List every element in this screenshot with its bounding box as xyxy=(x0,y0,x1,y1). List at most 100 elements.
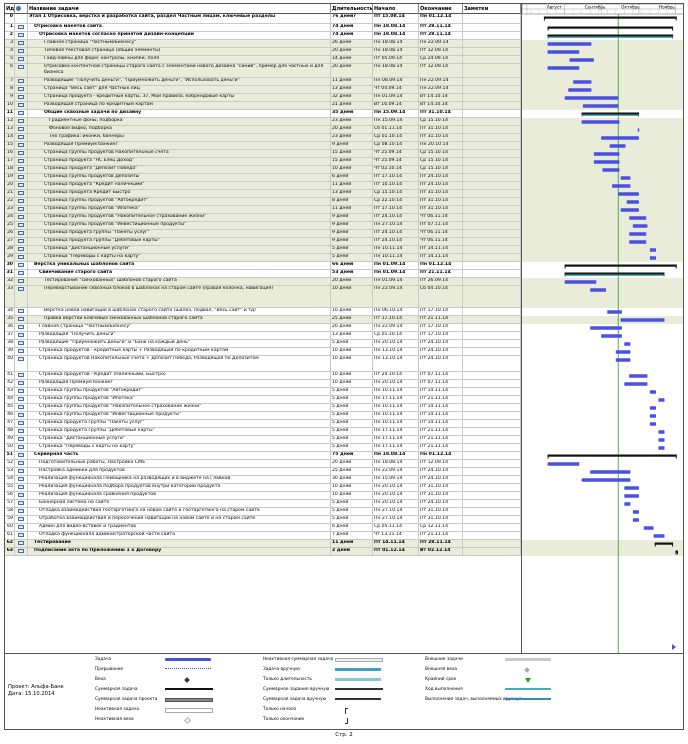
task-duration: 74 дней xyxy=(331,32,373,39)
table-row[interactable]: 45 Страница группы продуктов "Накопительн… xyxy=(5,404,521,412)
table-row[interactable]: 35 Правка верстки ключевых синхованных ша… xyxy=(5,316,521,324)
col-id[interactable]: Ид xyxy=(6,4,15,14)
col-indicator[interactable] xyxy=(15,4,28,14)
table-row[interactable]: 53 Настройка админки для продуктов 25 дней… xyxy=(5,468,521,476)
task-name: Перевёрстывание сквозных блоков в шаблон… xyxy=(28,286,331,307)
table-row[interactable]: 41 Страница продуктов - Кредит (Наличными… xyxy=(5,372,521,380)
table-row[interactable]: 36 Главная страница "Частным/Бизнесу" 20 д… xyxy=(5,324,521,332)
task-bar xyxy=(626,200,639,204)
table-row[interactable]: 16 Страница группы продуктов Накопительны… xyxy=(5,150,521,158)
table-row[interactable]: 11 Общие сквозные задачи по дизайну 35 дне… xyxy=(5,110,521,118)
table-row[interactable]: 20 Страница продукта "Кредит наличными" 11… xyxy=(5,182,521,190)
calendar-icon xyxy=(18,143,24,147)
legend-label: Суммарная задача вручную xyxy=(263,697,327,702)
task-bar xyxy=(653,534,665,538)
table-row[interactable]: 51 Серверная часть 75 дней Пн 18.08.14 Пн 01… xyxy=(5,452,521,460)
table-row[interactable]: 34 Верстка новой навигации в шаблонах ста… xyxy=(5,308,521,316)
task-notes xyxy=(463,420,521,427)
table-row[interactable]: 2 Отрисовка макетов согласно принятой диз… xyxy=(5,32,521,40)
table-row[interactable]: 46 Страница группы продуктов "Инвестицион… xyxy=(5,412,521,420)
table-row[interactable]: 31 Свинчивание старого сайта 53 дней Пн 01.… xyxy=(5,270,521,278)
table-row[interactable]: 23 Страница группы продуктов "Ипотека" 11 … xyxy=(5,206,521,214)
task-name: Страница группы продуктов "Накопительное… xyxy=(28,404,331,411)
table-row[interactable]: 0 Этап 1 Отрисовка, верстка и разработка … xyxy=(5,14,521,24)
gantt-row-shade xyxy=(522,40,683,48)
task-name: Реализация функционала подбора продуктов… xyxy=(28,484,331,491)
table-row[interactable]: 56 Реализация функционала сравнения проду… xyxy=(5,492,521,500)
calendar-icon xyxy=(18,65,24,69)
table-row[interactable]: 37 Разводящая "Получить деньги" 13 дней Ср … xyxy=(5,332,521,340)
table-row[interactable]: 55 Реализация функционала подбора продукт… xyxy=(5,484,521,492)
table-row[interactable]: 25 Страница группы продуктов "Инвестицион… xyxy=(5,222,521,230)
table-row[interactable]: 63 Подписание акта по Приложению 1 к Дого… xyxy=(5,548,521,556)
task-bar xyxy=(624,494,639,498)
table-row[interactable]: 15 Разводящая Премиум банкинг 9 дней Ср 08.… xyxy=(5,142,521,150)
table-row[interactable]: 60 Админ для видео-вставок и градиентов 6 … xyxy=(5,524,521,532)
table-row[interactable]: 6 Отрисовка контентной страницы старого с… xyxy=(5,64,521,78)
task-id: 32 xyxy=(5,278,15,285)
table-row[interactable]: 1 Отрисовка макетов сайта 74 дней Пн 18.08.… xyxy=(5,24,521,32)
table-row[interactable]: 38 Разводящие "Приумножить деньги" и "Бан… xyxy=(5,340,521,348)
task-indicator xyxy=(15,262,28,269)
table-row[interactable]: 26 Страница продукта группы "Пакеты услуг… xyxy=(5,230,521,238)
table-row[interactable]: 12 Градиентные фоны, подборка 23 дней Пн 15… xyxy=(5,118,521,126)
table-row[interactable]: 7 Разводящие "Получить деньги", "Приумнож… xyxy=(5,78,521,86)
task-bar xyxy=(547,66,580,70)
col-end[interactable]: Окончание xyxy=(419,4,463,14)
task-notes xyxy=(463,372,521,379)
task-duration: 13 дней xyxy=(331,190,373,197)
table-row[interactable]: 10 Разводящая страница по кредитным карта… xyxy=(5,102,521,110)
table-row[interactable]: 4 Типовая текстовая страница (общие элеме… xyxy=(5,48,521,56)
table-row[interactable]: 57 Баннерная система на сайте 5 дней Пн 20.… xyxy=(5,500,521,508)
calendar-icon xyxy=(18,461,24,465)
task-notes xyxy=(463,262,521,269)
table-row[interactable]: 13 Фоновое видео, подборка 20 дней Сб 01.11… xyxy=(5,126,521,134)
col-duration[interactable]: Длительность xyxy=(332,4,373,14)
table-row[interactable]: 39 Страница продуктов - кредитные карты +… xyxy=(5,348,521,356)
task-duration: 20 дней xyxy=(331,460,373,467)
table-row[interactable]: 32 Тестирование "синхованных" шаблонов ст… xyxy=(5,278,521,286)
table-row[interactable]: 30 Верстка уникальных шаблонов сайта 66 дн… xyxy=(5,262,521,270)
table-row[interactable]: 47 Страница продукта группы "Пакеты услуг… xyxy=(5,420,521,428)
table-row[interactable]: 3 Главная страница "Частным/Бизнесу" 26 дн… xyxy=(5,40,521,48)
table-row[interactable]: 33 Перевёрстывание сквозных блоков в шабл… xyxy=(5,286,521,308)
table-row[interactable]: 62 Тестирование 11 дней Пт 14.11.14 Пт 28.11… xyxy=(5,540,521,548)
calendar-icon xyxy=(18,135,24,139)
table-row[interactable]: 49 Страница "Дистанционные услуги" 5 дней П… xyxy=(5,436,521,444)
task-id: 38 xyxy=(5,340,15,347)
col-start[interactable]: Начало xyxy=(373,4,419,14)
table-row[interactable]: 50 Страница "Переводы с карты на карту" 5 … xyxy=(5,444,521,452)
col-name[interactable]: Название задачи xyxy=(28,4,331,14)
table-row[interactable]: 8 Страница "Весь сайт" для Частных лиц 13 … xyxy=(5,86,521,94)
table-row[interactable]: 58 Отладка взаимодействия геотаргетинга н… xyxy=(5,508,521,516)
gantt-row-shade xyxy=(522,182,683,190)
table-row[interactable]: 40 Страница продуктов Накопительные счета… xyxy=(5,356,521,372)
col-notes[interactable]: Заметки xyxy=(463,4,521,14)
table-row[interactable]: 22 Страница группы продуктов "Автокредит"… xyxy=(5,198,521,206)
table-row[interactable]: 27 Страница продукта группы "Дебетовые ка… xyxy=(5,238,521,246)
table-row[interactable]: 14 Тех графика: иконки, баннеры 23 дней Ср … xyxy=(5,134,521,142)
task-indicator xyxy=(15,492,28,499)
table-row[interactable]: 44 Страница группы продуктов "Ипотека" 5 д… xyxy=(5,396,521,404)
table-row[interactable]: 17 Страница продукта "НС Ёлец Доход" 15 дн… xyxy=(5,158,521,166)
table-row[interactable]: 24 Страница группы продуктов "Накопительн… xyxy=(5,214,521,222)
table-row[interactable]: 18 Страница продукта "Депозит Победа" 10 д… xyxy=(5,166,521,174)
table-row[interactable]: 29 Страница "Переводы с карты на карту" 5 … xyxy=(5,254,521,262)
task-start: Чт 25.09.14 xyxy=(373,158,419,165)
table-row[interactable]: 54 Реализация функционала Помощника на ра… xyxy=(5,476,521,484)
table-row[interactable]: 42 Разводящая Премиум банкинг 10 дней Пн 20… xyxy=(5,380,521,388)
table-row[interactable]: 43 Страница группы продуктов "Автокредит"… xyxy=(5,388,521,396)
table-row[interactable]: 19 Страница группы продуктов Депозиты 6 дн… xyxy=(5,174,521,182)
table-row[interactable]: 48 Страница продукта группы "Дебетовые ка… xyxy=(5,428,521,436)
task-start: Чт 13.11.14 xyxy=(373,532,419,539)
table-row[interactable]: 61 Отладка функционала администраторской … xyxy=(5,532,521,540)
table-row[interactable]: 5 Гайд-лайны для форм: контролы, кнопки, … xyxy=(5,56,521,64)
table-row[interactable]: 28 Страница "Дистанционные услуги" 5 дней П… xyxy=(5,246,521,254)
table-row[interactable]: 59 Отработка взаимодействия и пересечения… xyxy=(5,516,521,524)
table-row[interactable]: 9 Страница продукта - кредитные карты, 37… xyxy=(5,94,521,102)
task-start: Пт 24.10.14 xyxy=(373,230,419,237)
table-row[interactable]: 21 Страница продукта Кредит Быстро 13 дней… xyxy=(5,190,521,198)
task-duration: 32 дней xyxy=(331,94,373,101)
legend-label: Неактивная суммарная задача xyxy=(263,657,334,662)
table-row[interactable]: 52 Подготовительные работы, Настройка CMS… xyxy=(5,460,521,468)
